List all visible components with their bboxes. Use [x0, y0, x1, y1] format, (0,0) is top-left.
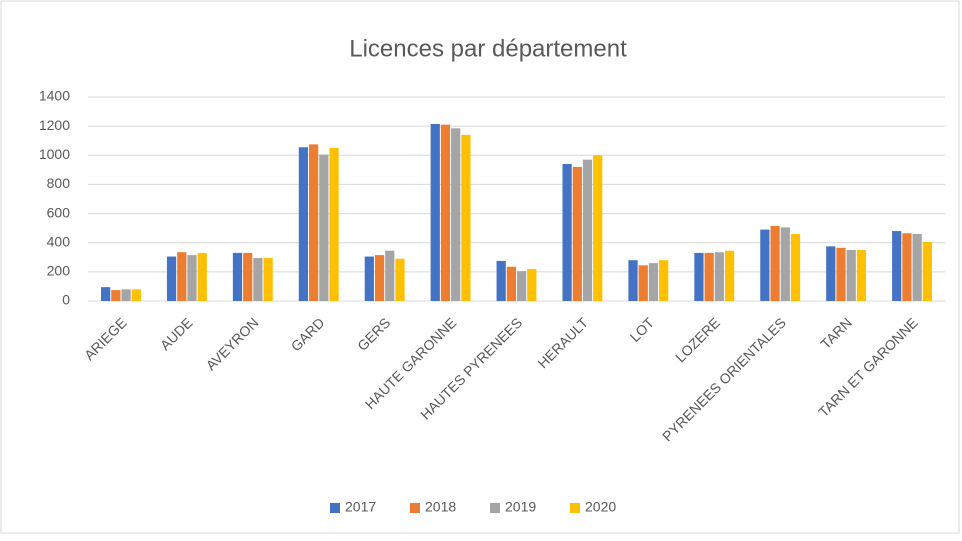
bar [724, 250, 735, 301]
bar [659, 260, 669, 301]
bar [364, 256, 374, 301]
bar [385, 250, 395, 301]
bar [243, 252, 253, 301]
bar [187, 255, 197, 301]
bar [506, 266, 517, 301]
bar [166, 256, 177, 301]
bar [790, 233, 801, 301]
bar [912, 233, 922, 301]
bar [263, 258, 273, 301]
legend-swatch [570, 503, 580, 513]
legend-label: 2019 [505, 499, 536, 515]
bar [395, 258, 405, 301]
bar [902, 233, 912, 301]
bar [826, 246, 836, 301]
bar [527, 268, 537, 301]
bar [101, 287, 111, 301]
bar [197, 252, 207, 301]
bar [780, 227, 790, 301]
bar [714, 252, 724, 301]
bar [374, 255, 385, 301]
y-tick-label: 1200 [39, 117, 70, 133]
bar [648, 263, 659, 301]
bar [232, 252, 243, 301]
y-tick-label: 1000 [39, 146, 70, 162]
bar [856, 250, 867, 301]
bar [329, 148, 339, 301]
bar [298, 147, 309, 301]
bar [440, 124, 451, 301]
bar [704, 252, 714, 301]
bar [892, 231, 902, 301]
chart-title: Licences par département [349, 35, 627, 62]
bar [628, 260, 638, 301]
y-tick-label: 400 [47, 233, 71, 249]
y-tick-label: 600 [47, 204, 71, 220]
y-tick-label: 800 [47, 175, 71, 191]
bar [836, 247, 846, 301]
bar [111, 290, 121, 301]
bar [572, 166, 582, 301]
legend-swatch [490, 503, 500, 513]
legend-label: 2018 [425, 499, 456, 515]
legend-swatch [330, 503, 340, 513]
bar [516, 271, 527, 301]
bar [430, 123, 440, 301]
bar [760, 229, 770, 301]
legend-label: 2020 [585, 499, 616, 515]
bar [846, 250, 856, 301]
bar [451, 128, 461, 301]
bar [922, 241, 932, 301]
bar [496, 260, 506, 301]
bar [121, 289, 131, 301]
bar [177, 252, 187, 301]
y-tick-label: 200 [47, 263, 71, 279]
bar [131, 289, 141, 301]
bar [582, 159, 593, 301]
y-tick-label: 1400 [39, 88, 70, 104]
y-tick-label: 0 [62, 292, 70, 308]
bar [770, 225, 780, 301]
bar [309, 144, 319, 301]
bar [562, 164, 572, 301]
bar [638, 265, 648, 301]
bar [461, 134, 471, 301]
legend-swatch [410, 503, 420, 513]
bar [319, 154, 329, 301]
bar [253, 258, 263, 301]
legend-label: 2017 [345, 499, 376, 515]
bar [593, 155, 603, 301]
bar [694, 252, 704, 301]
